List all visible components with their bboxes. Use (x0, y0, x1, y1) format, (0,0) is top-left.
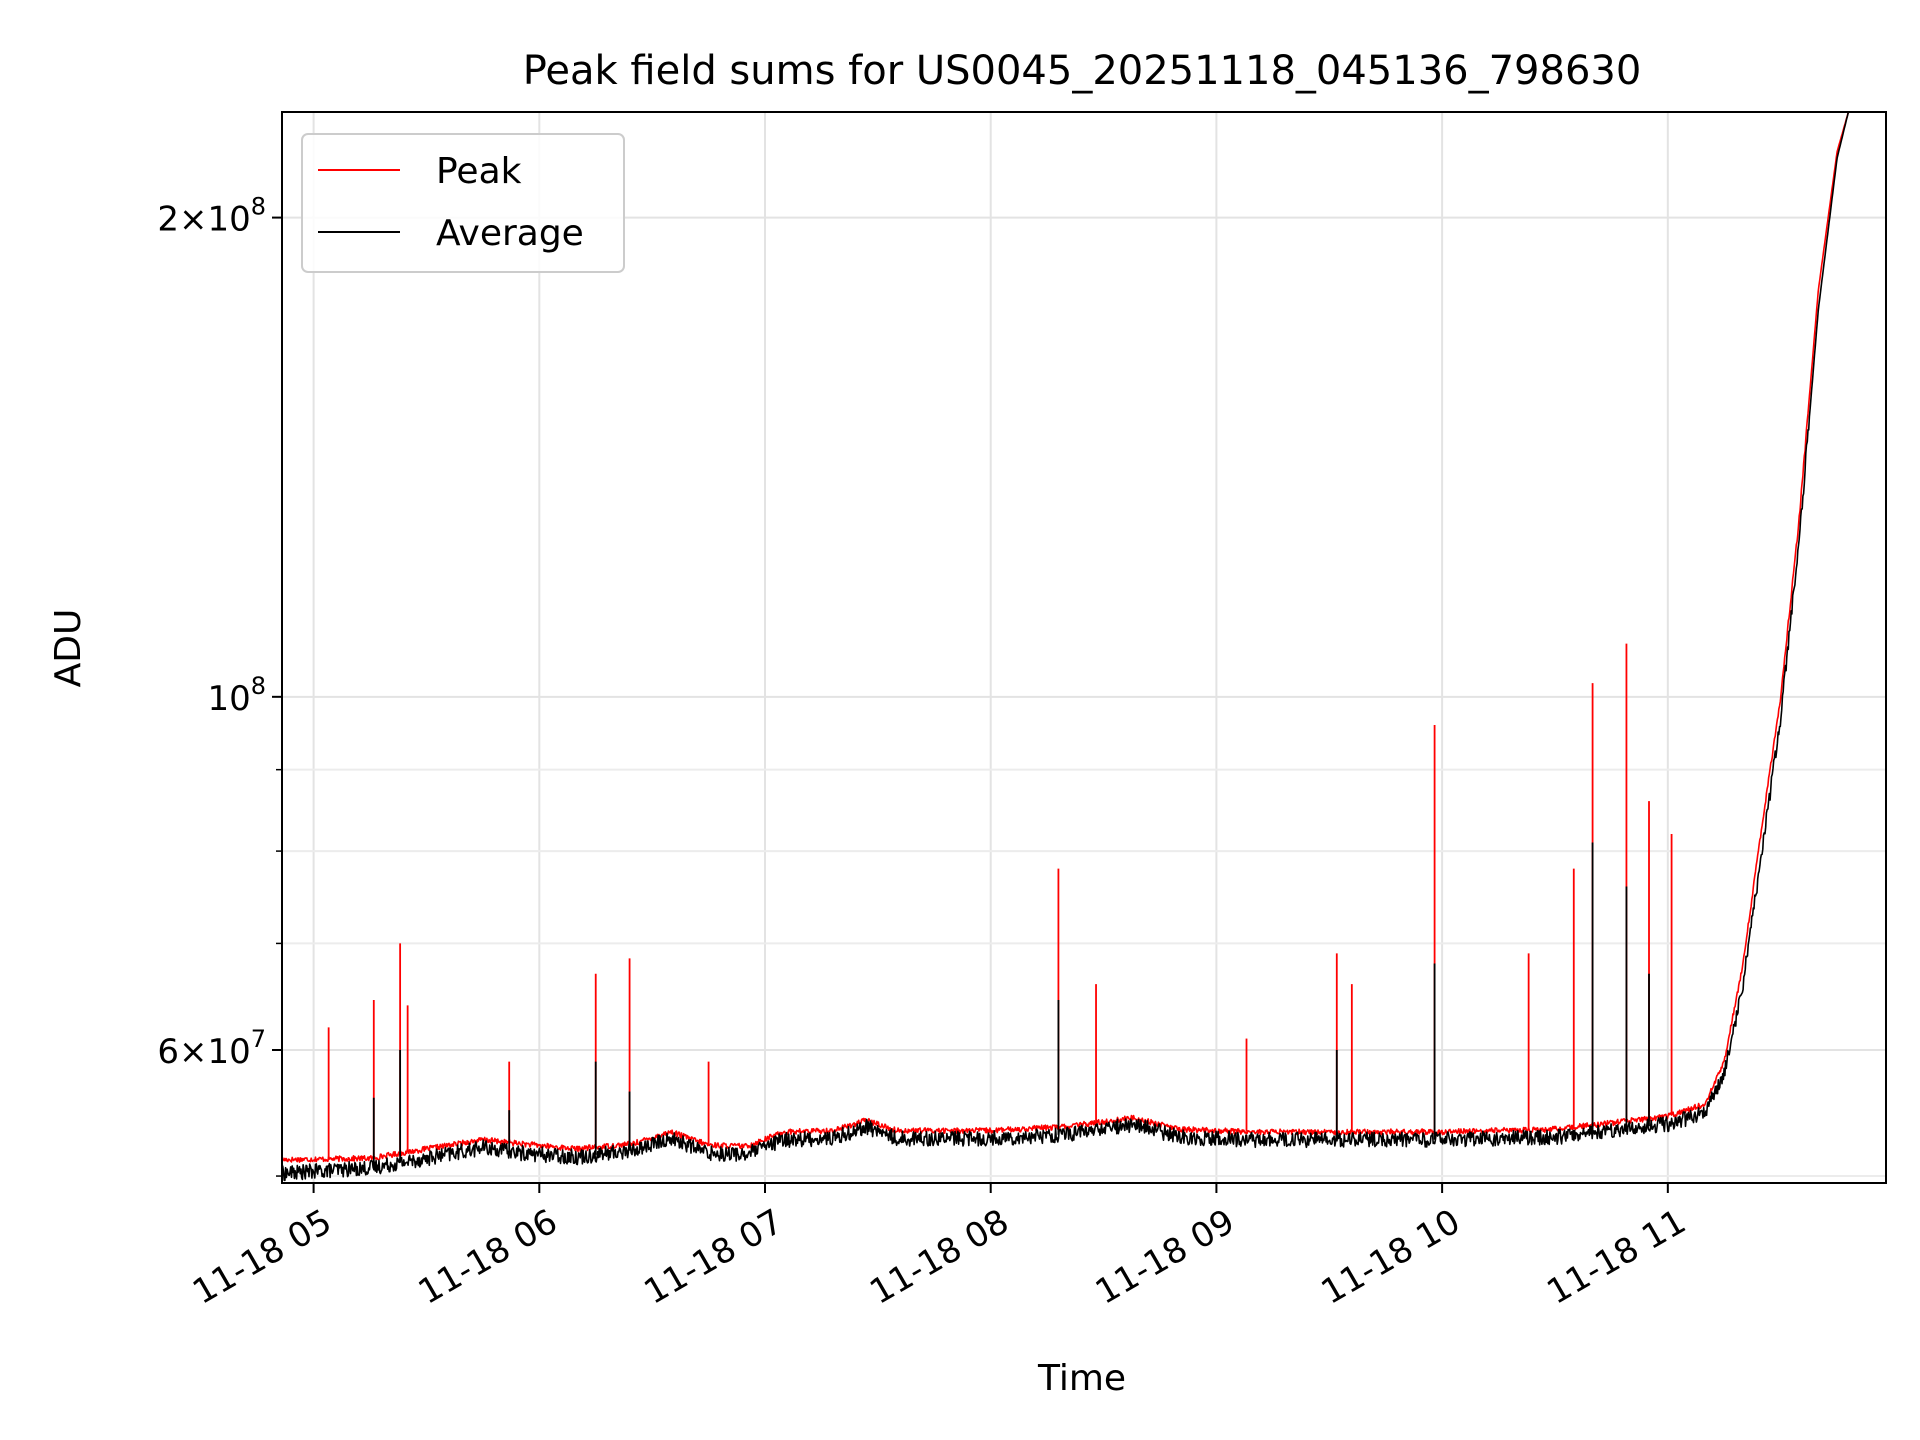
y-tick-exponent: 8 (251, 193, 266, 221)
y-tick-label: 108 (207, 672, 266, 719)
y-axis-label: ADU (48, 609, 89, 688)
plot-area-frame (281, 111, 1887, 1184)
y-tick-exponent: 7 (251, 1025, 266, 1053)
y-tick-mantissa: 10 (207, 679, 250, 719)
y-tick-exponent: 8 (251, 672, 266, 700)
series-line-peak (282, 112, 1886, 1163)
y-tick-mantissa: 2× (157, 200, 207, 240)
y-tick-mantissa: 10 (207, 1032, 250, 1072)
chart-title: Peak field sums for US0045_20251118_0451… (523, 48, 1642, 94)
y-tick-label: 2×108 (157, 193, 266, 240)
y-tick-mantissa: 6× (157, 1032, 207, 1072)
legend-box (301, 133, 625, 273)
y-tick-mantissa: 10 (207, 200, 250, 240)
legend-label-peak: Peak (436, 151, 522, 192)
y-tick-label: 6×107 (157, 1025, 266, 1072)
legend: Peak Average (301, 133, 625, 273)
grid (282, 112, 1886, 1183)
series-line-average (282, 112, 1886, 1182)
legend-label-average: Average (436, 213, 584, 254)
x-axis-label: Time (1037, 1358, 1126, 1399)
series-layer (282, 112, 1886, 1182)
